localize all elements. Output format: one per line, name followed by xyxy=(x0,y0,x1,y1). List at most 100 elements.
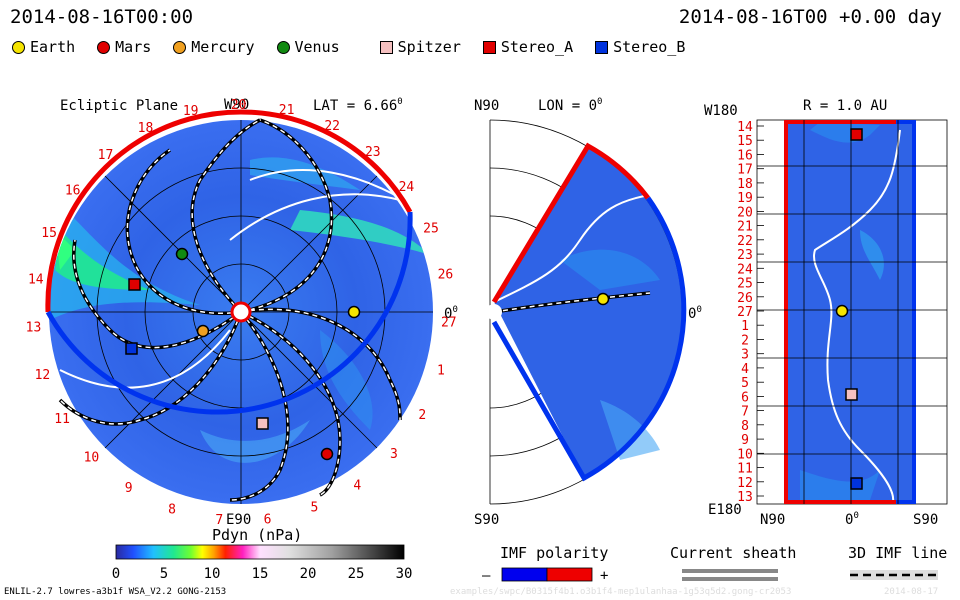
imf-polarity-title: IMF polarity xyxy=(500,544,608,562)
legend-stereo-b: Stereo_B xyxy=(595,38,685,56)
legend-spitzer: Spitzer xyxy=(379,38,461,56)
imf-line-title: 3D IMF line xyxy=(848,544,947,562)
current-sheath-legend: Current sheath xyxy=(670,544,796,581)
carrington-tick-label: 27 xyxy=(441,316,457,331)
radial-tick-label: 12 xyxy=(737,476,753,491)
earth-marker-icon xyxy=(596,292,610,306)
carrington-tick-label: 25 xyxy=(423,221,439,236)
legend-label: Mercury xyxy=(191,38,255,56)
radial-tick-label: 24 xyxy=(737,262,753,277)
radial-top-left-label: W180 xyxy=(704,103,738,119)
left-timestamp: 2014-08-16T00:00 xyxy=(10,6,194,28)
legend-label: Mars xyxy=(115,38,152,56)
carrington-tick-label: 23 xyxy=(365,145,381,160)
carrington-tick-label: 4 xyxy=(353,478,361,493)
mars-marker-icon xyxy=(97,40,111,54)
spitzer-marker-icon xyxy=(845,388,858,401)
carrington-tick-label: 9 xyxy=(125,481,133,496)
earth-marker-icon xyxy=(347,305,361,319)
right-timestamp: 2014-08-16T00 +0.00 day xyxy=(678,6,942,28)
venus-marker-icon xyxy=(175,247,189,261)
radial-tick-label: 26 xyxy=(737,291,753,306)
carrington-tick-label: 6 xyxy=(264,512,272,527)
carrington-tick-label: 7 xyxy=(215,513,223,528)
radial-bottom-n90: N90 xyxy=(760,512,785,528)
ecliptic-bottom-label: E90 xyxy=(226,512,251,528)
pdyn-colorbar: Pdyn (nPa) 0 5 10 15 20 25 30 xyxy=(112,526,413,582)
colorbar-gradient xyxy=(115,544,405,560)
legend-mars: Mars xyxy=(97,38,151,56)
legend-label: Venus xyxy=(294,38,340,56)
colorbar-tick-label: 15 xyxy=(252,566,269,582)
carrington-tick-label: 24 xyxy=(399,180,415,195)
radial-tick-label: 6 xyxy=(741,390,749,405)
colorbar-title: Pdyn (nPa) xyxy=(212,526,302,544)
radial-tick-label: 16 xyxy=(737,149,753,164)
earth-marker-icon xyxy=(12,40,25,54)
colorbar-tick-label: 20 xyxy=(300,566,317,582)
radial-feature xyxy=(800,470,880,500)
meridional-top-label: N90 xyxy=(474,98,499,114)
spitzer-marker-icon xyxy=(256,417,269,430)
ecliptic-density-features xyxy=(50,157,430,463)
radial-current-sheath xyxy=(813,129,901,503)
legend-label: Stereo_A xyxy=(500,38,574,56)
radial-tick-label: 22 xyxy=(737,234,753,249)
stereo-a-marker-icon xyxy=(128,278,141,291)
radial-tick-label: 21 xyxy=(737,220,753,235)
carrington-tick-label: 5 xyxy=(310,501,318,516)
ecliptic-carrington-ticks: 19 20 212223242526271234567891011121314151… xyxy=(26,98,457,528)
carrington-tick-label: 10 xyxy=(84,451,100,466)
meridional-feature xyxy=(560,249,660,290)
stereo-b-marker-icon xyxy=(850,477,863,490)
radial-feature xyxy=(860,230,884,280)
legend-earth: Earth xyxy=(12,38,75,56)
meridional-rim-positive xyxy=(491,142,650,304)
earth-marker-icon xyxy=(835,304,849,318)
legend-stereo-a: Stereo_A xyxy=(482,38,574,56)
meridional-bottom-label: S90 xyxy=(474,512,499,528)
radial-rim-positive xyxy=(784,120,896,504)
colorbar-tick-label: 30 xyxy=(396,566,413,582)
meridional-lon-label: LON = 00 xyxy=(538,97,602,114)
legend-mercury: Mercury xyxy=(173,38,255,56)
radial-tick-label: 11 xyxy=(737,462,753,477)
radial-bottom-left-label: E180 xyxy=(708,502,742,518)
radial-tick-label: 10 xyxy=(737,447,753,462)
ecliptic-title: Ecliptic Plane xyxy=(60,98,178,114)
legend-label: Spitzer xyxy=(397,38,461,56)
mercury-marker-icon xyxy=(173,40,187,54)
legend-label: Stereo_B xyxy=(613,38,686,56)
radial-grid xyxy=(757,120,947,504)
radial-tick-label: 3 xyxy=(741,348,749,363)
mercury-marker-icon xyxy=(196,324,210,338)
carrington-tick-label: 17 xyxy=(98,148,114,163)
radial-tick-label: 5 xyxy=(741,376,749,391)
radial-tick-label: 27 xyxy=(737,305,753,320)
colorbar-tick-label: 0 xyxy=(112,566,120,582)
ecliptic-rim-negative xyxy=(45,211,413,415)
radial-tick-label: 4 xyxy=(741,362,749,377)
model-info: ENLIL-2.7 lowres-a3b1f WSA_V2.2 GONG-215… xyxy=(4,587,227,597)
carrington-tick-label: 8 xyxy=(168,502,176,517)
colorbar-tick-label: 5 xyxy=(160,566,168,582)
meridional-feature xyxy=(600,400,660,460)
carrington-tick-label: 22 xyxy=(324,119,340,134)
radial-tick-label: 1 xyxy=(741,319,749,334)
carrington-tick-label: 1 xyxy=(437,363,445,378)
polarity-positive-swatch xyxy=(546,567,593,582)
radial-panel: W180 R = 1.0 AU E180 N90 00 S90 14151617… xyxy=(704,98,948,528)
carrington-tick-label: 20 xyxy=(231,98,247,113)
imf-polarity-legend: IMF polarity – + xyxy=(482,544,608,584)
meridional-imf-line xyxy=(493,291,651,314)
radial-tick-label: 7 xyxy=(741,405,749,420)
radial-bottom-zero: 00 xyxy=(845,511,859,528)
carrington-tick-label: 2 xyxy=(418,408,426,423)
radial-tick-label: 19 xyxy=(737,191,753,206)
meridional-right-zero: 00 xyxy=(688,305,702,322)
ecliptic-lat-label: LAT = 6.660 xyxy=(313,97,403,114)
polarity-minus: – xyxy=(482,568,491,584)
meridional-plane-panel: N90 LON = 00 S90 00 xyxy=(474,97,702,528)
carrington-tick-label: 11 xyxy=(54,412,70,427)
radial-carrington-ticks: 1415161718192021222324252627123456789101… xyxy=(737,120,764,505)
